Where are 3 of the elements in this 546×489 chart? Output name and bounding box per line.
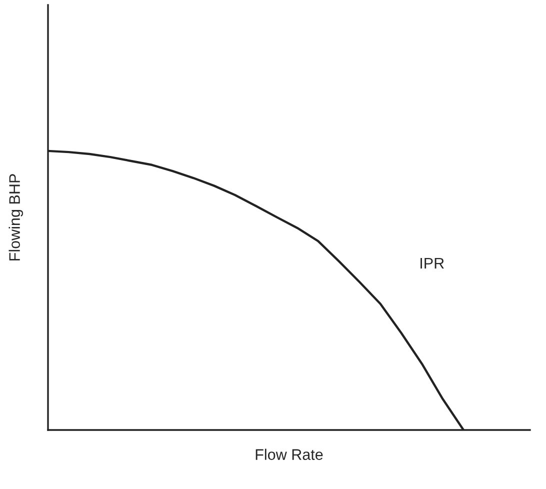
y-axis-title: Flowing BHP [8,174,23,260]
x-axis-title: Flow Rate [256,448,323,460]
annotation: IPR [420,258,444,268]
